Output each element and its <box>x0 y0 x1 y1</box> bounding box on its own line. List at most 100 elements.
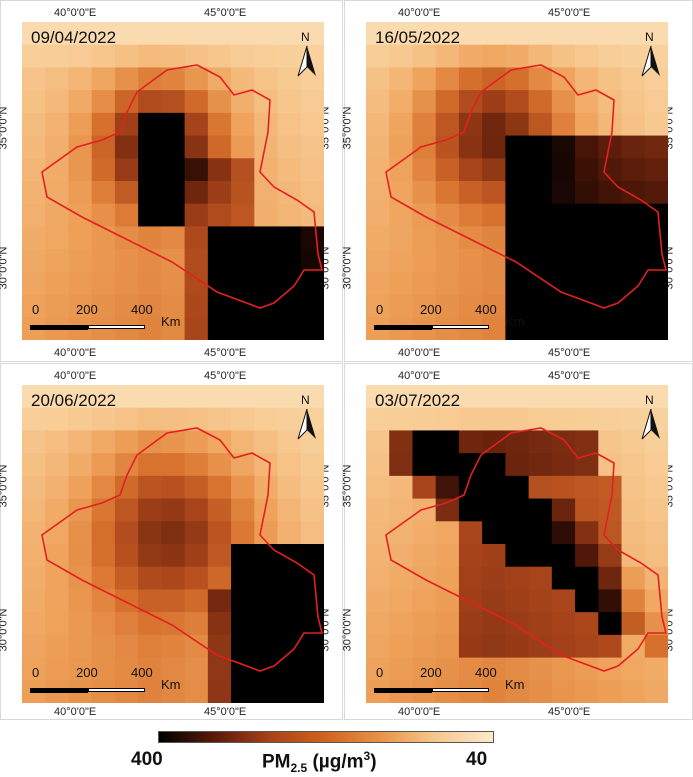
raster-cell <box>505 203 530 228</box>
raster-cell <box>207 249 232 273</box>
raster-cell <box>644 271 668 296</box>
raster-cell <box>644 135 668 159</box>
raster-cell <box>22 181 46 205</box>
raster-cell <box>300 521 324 545</box>
raster-cell <box>231 181 255 205</box>
raster-cell <box>621 271 646 296</box>
raster-cell <box>598 158 623 182</box>
raster-cell <box>161 407 186 432</box>
raster-cell <box>505 680 530 703</box>
raster-cell <box>575 271 599 296</box>
raster-cell <box>138 135 162 159</box>
raster-cell <box>300 181 324 205</box>
raster-cell <box>68 181 93 205</box>
raster-cell <box>254 498 279 522</box>
raster-cell <box>277 90 302 114</box>
raster-cell <box>22 112 46 137</box>
raster-cell <box>231 294 255 318</box>
scale-label-200: 200 <box>420 665 442 680</box>
raster-cell <box>91 294 116 318</box>
raster-cell <box>575 385 599 409</box>
iraq-boundary-line <box>385 64 668 309</box>
raster-cell <box>91 634 116 659</box>
raster-cell <box>161 430 186 454</box>
raster-cell <box>598 498 623 522</box>
raster-cell <box>184 294 209 318</box>
scale-unit: Km <box>161 314 181 329</box>
raster-cell <box>435 271 460 296</box>
raster-cell <box>412 226 437 250</box>
raster-cell <box>412 475 437 500</box>
raster-cell <box>114 612 139 636</box>
raster-cell <box>161 521 186 545</box>
pm25-map-panel: 03/07/2022 N 0 200 400 Km <box>366 385 668 703</box>
raster-cell <box>68 294 93 318</box>
raster-cell <box>184 407 209 432</box>
north-arrow-icon: N <box>296 30 318 78</box>
raster-cell <box>644 589 668 613</box>
raster-cell <box>505 521 530 545</box>
raster-cell <box>528 67 553 91</box>
raster-cell <box>68 271 93 296</box>
raster-cell <box>389 158 414 182</box>
raster-cell <box>621 249 646 273</box>
raster-cell <box>621 612 646 636</box>
raster-cell <box>598 317 623 340</box>
raster-cell <box>598 680 623 703</box>
raster-cell <box>184 112 209 137</box>
raster-cell <box>575 680 599 703</box>
raster-cell <box>621 22 646 46</box>
raster-cell <box>575 407 599 432</box>
raster-cell <box>412 430 437 454</box>
raster-cell <box>528 203 553 228</box>
scale-label-200: 200 <box>420 302 442 317</box>
raster-cell <box>22 67 46 91</box>
raster-cell <box>528 566 553 591</box>
raster-cell <box>91 44 116 69</box>
raster-cell <box>91 203 116 228</box>
raster-cell <box>68 22 93 46</box>
y-tick-left: 35°0'0"N <box>341 464 354 508</box>
raster-cell <box>254 521 279 545</box>
raster-cell <box>458 498 483 522</box>
raster-cell <box>300 453 324 477</box>
raster-cell <box>114 158 139 182</box>
raster-cell <box>505 544 530 568</box>
raster-cell <box>644 544 668 568</box>
raster-cell <box>458 135 483 159</box>
raster-cell <box>277 22 302 46</box>
panel-date-label: 20/06/2022 <box>31 391 117 410</box>
raster-cell <box>114 385 139 409</box>
raster-cell <box>300 475 324 500</box>
raster-cell <box>621 453 646 477</box>
raster-cell <box>505 135 530 159</box>
raster-cell <box>644 181 668 205</box>
x-tick-top: 45°0'0"E <box>204 370 247 382</box>
raster-cell <box>254 680 279 703</box>
raster-cell <box>366 453 390 477</box>
raster-cell <box>482 181 506 205</box>
raster-cell <box>644 158 668 182</box>
raster-cell <box>231 385 255 409</box>
raster-cell <box>207 112 232 137</box>
x-tick-bottom: 45°0'0"E <box>204 347 247 359</box>
raster-cell <box>207 521 232 545</box>
raster-cell <box>598 181 623 205</box>
raster-cell <box>207 90 232 114</box>
raster-cell <box>505 294 530 318</box>
legend-title-superscript: 3 <box>363 749 371 763</box>
raster-cell <box>458 634 483 659</box>
raster-cell <box>231 634 255 659</box>
raster-cell <box>551 90 576 114</box>
raster-cell <box>505 67 530 91</box>
raster-cell <box>551 453 576 477</box>
raster-cell <box>412 612 437 636</box>
x-tick-top: 40°0'0"E <box>398 370 441 382</box>
raster-cell <box>138 612 162 636</box>
raster-cell <box>22 294 46 318</box>
raster-cell <box>598 634 623 659</box>
raster-cell <box>254 475 279 500</box>
raster-cell <box>184 203 209 228</box>
raster-cell <box>22 226 46 250</box>
raster-cell <box>598 612 623 636</box>
